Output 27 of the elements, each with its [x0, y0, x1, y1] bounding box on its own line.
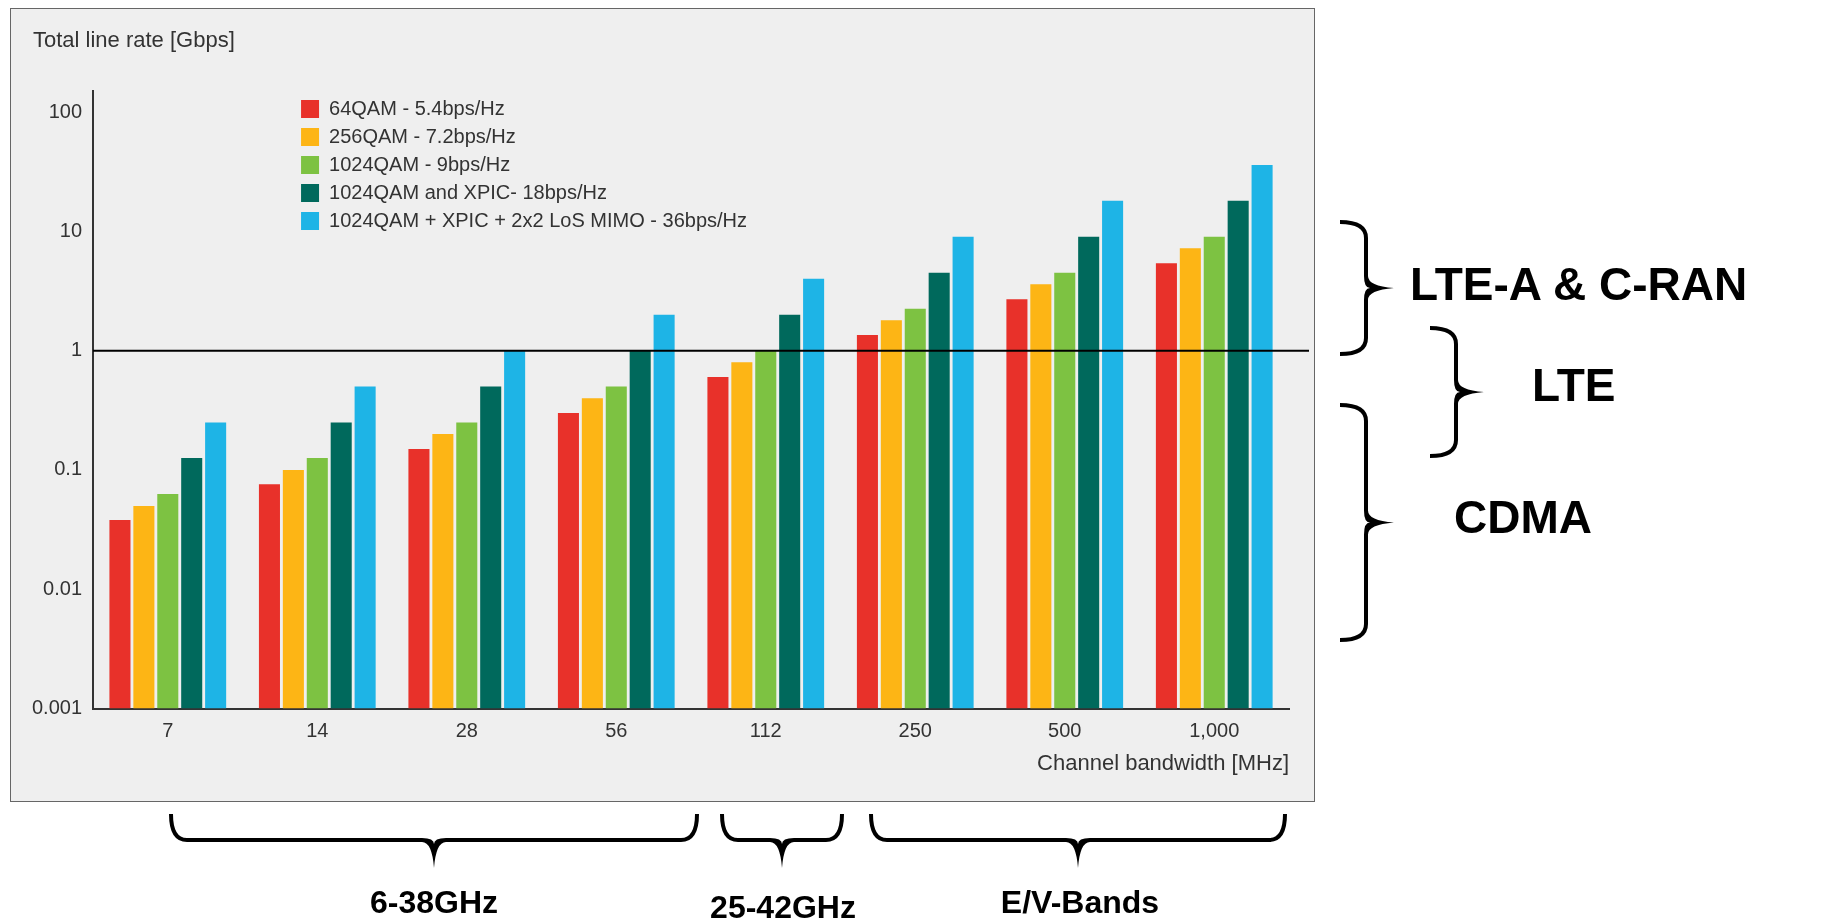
- text: E/V-Bands: [1000, 883, 1160, 921]
- text: LTE-A & C-RAN: [1410, 257, 1748, 311]
- y-tick-label: 100: [48, 99, 83, 122]
- x-tick-label: 56: [605, 719, 628, 742]
- legend-label: 64QAM - 5.4bps/Hz: [329, 96, 505, 119]
- legend-label: 1024QAM - 9bps/Hz: [329, 152, 511, 175]
- x-tick-label: 500: [1048, 719, 1082, 742]
- legend-label: 1024QAM and XPIC- 18bps/Hz: [329, 180, 607, 203]
- x-tick-label: 112: [749, 719, 782, 742]
- legend-label: 1024QAM + XPIC + 2x2 LoS MIMO - 36bps/Hz: [329, 208, 748, 231]
- text: LTE: [1532, 358, 1616, 412]
- y-tick-label: 10: [59, 218, 83, 241]
- y-tick-label: 1: [70, 338, 83, 361]
- legend-label: 256QAM - 7.2bps/Hz: [329, 124, 516, 147]
- x-tick-label: 7: [162, 719, 174, 742]
- y-tick-label: 0.1: [54, 457, 83, 480]
- y-axis-title: Total line rate [Gbps]: [33, 27, 235, 53]
- x-axis-title: Channel bandwidth [MHz]: [1037, 749, 1289, 775]
- x-tick-label: 28: [455, 719, 478, 742]
- text: CDMA: [1454, 490, 1592, 544]
- x-tick-label: 14: [306, 719, 329, 742]
- x-tick-label: 1,000: [1189, 719, 1240, 742]
- text: 25-42GHz: [710, 888, 856, 922]
- x-tick-label: 250: [898, 719, 932, 742]
- y-tick-label: 0.01: [43, 576, 83, 599]
- text: 6-38GHz: [369, 883, 499, 921]
- y-tick-label: 0.001: [31, 696, 83, 719]
